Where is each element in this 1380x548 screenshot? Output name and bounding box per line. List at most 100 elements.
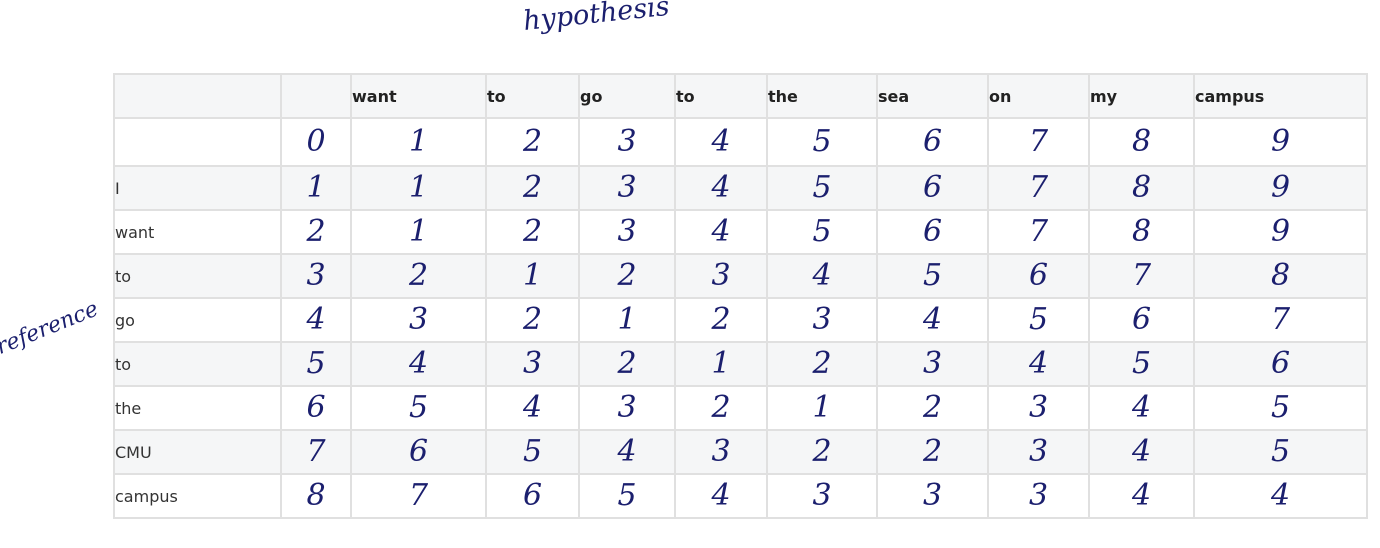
distance-cell: 6: [1193, 341, 1368, 387]
distance-cell: 7: [987, 117, 1090, 167]
distance-cell: 4: [485, 385, 580, 431]
reference-word: the: [113, 385, 282, 431]
reference-word: go: [113, 297, 282, 343]
distance-cell: 3: [578, 165, 676, 211]
table-row: CMU 7 6 5 4 3 2 2 3 4 5: [113, 429, 1368, 475]
distance-cell: 3: [280, 253, 352, 299]
distance-cell: 3: [485, 341, 580, 387]
distance-cell: 4: [1088, 473, 1195, 519]
distance-cell: 8: [1088, 117, 1195, 167]
header-cell: go: [578, 73, 676, 119]
hypothesis-annotation: hypothesis: [521, 0, 671, 37]
distance-cell: 2: [578, 253, 676, 299]
distance-cell: 2: [674, 297, 768, 343]
table-row: go 4 3 2 1 2 3 4 5 6 7: [113, 297, 1368, 343]
distance-cell: 3: [876, 341, 989, 387]
distance-cell: 9: [1193, 117, 1368, 167]
distance-cell: 6: [987, 253, 1090, 299]
distance-cell: 5: [876, 253, 989, 299]
distance-cell: 6: [876, 117, 989, 167]
distance-cell: 3: [876, 473, 989, 519]
reference-annotation: reference: [0, 296, 102, 360]
distance-cell: 5: [1193, 385, 1368, 431]
reference-word: CMU: [113, 429, 282, 475]
distance-cell: 1: [350, 165, 487, 211]
distance-cell: 2: [350, 253, 487, 299]
distance-cell: 6: [485, 473, 580, 519]
distance-cell: 4: [766, 253, 878, 299]
distance-cell: 1: [350, 117, 487, 167]
distance-cell: 5: [766, 165, 878, 211]
distance-cell: 5: [1088, 341, 1195, 387]
distance-cell: 7: [1088, 253, 1195, 299]
reference-word: [113, 117, 282, 167]
header-cell: to: [485, 73, 580, 119]
header-row: want to go to the sea on my campus: [113, 73, 1368, 119]
reference-word: to: [113, 253, 282, 299]
distance-cell: 2: [674, 385, 768, 431]
distance-cell: 4: [674, 117, 768, 167]
header-cell: on: [987, 73, 1090, 119]
distance-cell: 2: [485, 165, 580, 211]
table-row: want 2 1 2 3 4 5 6 7 8 9: [113, 209, 1368, 255]
distance-cell: 2: [766, 341, 878, 387]
distance-cell: 2: [876, 429, 989, 475]
header-cell: campus: [1193, 73, 1368, 119]
distance-cell: 2: [485, 209, 580, 255]
distance-cell: 6: [1088, 297, 1195, 343]
table-row: to 5 4 3 2 1 2 3 4 5 6: [113, 341, 1368, 387]
distance-cell: 3: [578, 385, 676, 431]
distance-cell: 5: [987, 297, 1090, 343]
distance-cell: 2: [280, 209, 352, 255]
distance-cell: 6: [350, 429, 487, 475]
distance-cell: 7: [987, 209, 1090, 255]
distance-cell: 1: [350, 209, 487, 255]
table-row: campus 8 7 6 5 4 3 3 3 4 4: [113, 473, 1368, 519]
distance-cell: 8: [1193, 253, 1368, 299]
distance-cell: 8: [1088, 165, 1195, 211]
distance-cell: 3: [987, 385, 1090, 431]
distance-cell: 4: [1088, 429, 1195, 475]
header-cell: [113, 73, 282, 119]
distance-cell: 4: [987, 341, 1090, 387]
header-cell: the: [766, 73, 878, 119]
distance-cell: 1: [280, 165, 352, 211]
distance-cell: 3: [674, 429, 768, 475]
distance-cell: 3: [766, 297, 878, 343]
table-row: to 3 2 1 2 3 4 5 6 7 8: [113, 253, 1368, 299]
reference-word: I: [113, 165, 282, 211]
distance-cell: 4: [876, 297, 989, 343]
distance-cell: 5: [280, 341, 352, 387]
header-cell: sea: [876, 73, 989, 119]
distance-cell: 3: [674, 253, 768, 299]
distance-cell: 1: [578, 297, 676, 343]
distance-cell: 2: [766, 429, 878, 475]
distance-cell: 2: [578, 341, 676, 387]
table-row: the 6 5 4 3 2 1 2 3 4 5: [113, 385, 1368, 431]
distance-cell: 2: [485, 297, 580, 343]
reference-word: campus: [113, 473, 282, 519]
distance-cell: 7: [350, 473, 487, 519]
header-cell: [280, 73, 352, 119]
distance-cell: 3: [578, 117, 676, 167]
distance-cell: 6: [876, 209, 989, 255]
distance-cell: 4: [1088, 385, 1195, 431]
distance-cell: 3: [350, 297, 487, 343]
distance-cell: 8: [1088, 209, 1195, 255]
reference-word: want: [113, 209, 282, 255]
distance-cell: 3: [987, 473, 1090, 519]
distance-cell: 4: [1193, 473, 1368, 519]
distance-cell: 4: [674, 165, 768, 211]
distance-cell: 5: [1193, 429, 1368, 475]
header-cell: my: [1088, 73, 1195, 119]
distance-cell: 7: [1193, 297, 1368, 343]
distance-cell: 4: [674, 209, 768, 255]
distance-cell: 5: [485, 429, 580, 475]
distance-cell: 5: [578, 473, 676, 519]
distance-cell: 3: [987, 429, 1090, 475]
distance-cell: 0: [280, 117, 352, 167]
distance-cell: 3: [578, 209, 676, 255]
distance-cell: 2: [485, 117, 580, 167]
